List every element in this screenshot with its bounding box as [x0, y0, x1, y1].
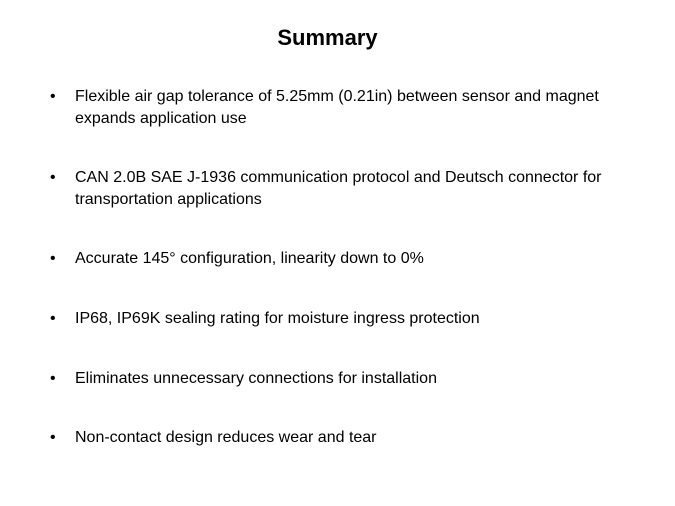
list-item: CAN 2.0B SAE J-1936 communication protoc… [50, 167, 625, 210]
list-item: Eliminates unnecessary connections for i… [50, 368, 625, 390]
list-item: IP68, IP69K sealing rating for moisture … [50, 308, 625, 330]
list-item: Flexible air gap tolerance of 5.25mm (0.… [50, 86, 625, 129]
page-title: Summary [30, 25, 625, 51]
summary-bullet-list: Flexible air gap tolerance of 5.25mm (0.… [30, 86, 625, 449]
list-item: Accurate 145° configuration, linearity d… [50, 248, 625, 270]
list-item: Non-contact design reduces wear and tear [50, 427, 625, 449]
